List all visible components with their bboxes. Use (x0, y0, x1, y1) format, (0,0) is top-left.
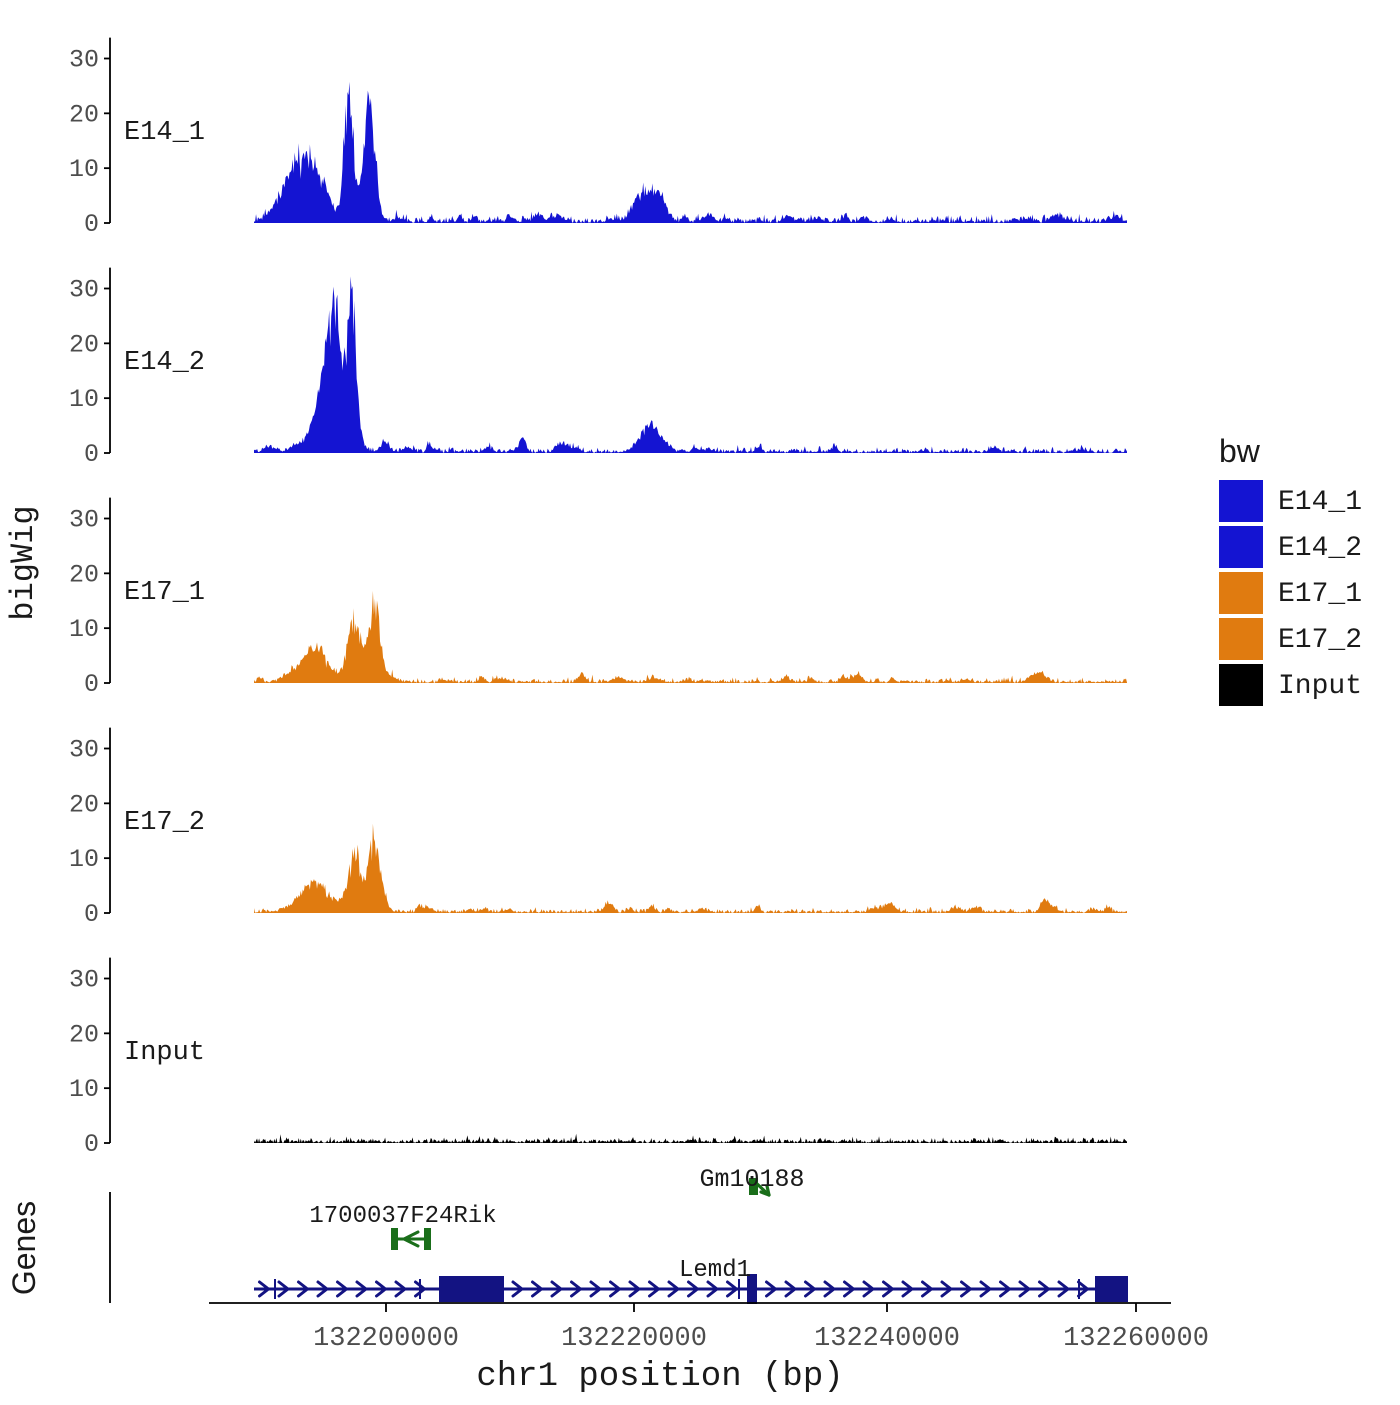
svg-text:E14_2: E14_2 (1278, 533, 1362, 564)
svg-text:E14_1: E14_1 (124, 118, 205, 148)
svg-text:0: 0 (84, 210, 99, 239)
svg-text:20: 20 (69, 1020, 99, 1049)
svg-text:E14_2: E14_2 (124, 348, 205, 378)
svg-text:bw: bw (1219, 433, 1261, 469)
svg-text:1700037F24Rik: 1700037F24Rik (309, 1203, 496, 1230)
svg-text:10: 10 (69, 385, 99, 414)
svg-text:E14_1: E14_1 (1278, 487, 1362, 518)
svg-text:0: 0 (84, 900, 99, 929)
svg-text:Genes: Genes (6, 1201, 42, 1295)
svg-text:E17_1: E17_1 (1278, 579, 1362, 610)
svg-text:10: 10 (69, 845, 99, 874)
svg-text:132200000: 132200000 (313, 1324, 459, 1354)
svg-text:Input: Input (1278, 671, 1362, 702)
svg-text:0: 0 (84, 1130, 99, 1159)
svg-text:30: 30 (69, 276, 99, 305)
svg-text:20: 20 (69, 100, 99, 129)
svg-text:30: 30 (69, 736, 99, 765)
svg-text:10: 10 (69, 1075, 99, 1104)
svg-text:30: 30 (69, 46, 99, 75)
svg-text:Input: Input (124, 1038, 205, 1068)
svg-text:E17_2: E17_2 (124, 808, 205, 838)
svg-text:0: 0 (84, 670, 99, 699)
svg-text:30: 30 (69, 506, 99, 535)
svg-text:20: 20 (69, 330, 99, 359)
svg-text:10: 10 (69, 155, 99, 184)
svg-text:30: 30 (69, 966, 99, 995)
svg-text:10: 10 (69, 615, 99, 644)
svg-text:Lemd1: Lemd1 (679, 1257, 751, 1284)
svg-text:132240000: 132240000 (814, 1324, 960, 1354)
svg-text:E17_2: E17_2 (1278, 625, 1362, 656)
svg-text:20: 20 (69, 790, 99, 819)
svg-text:132220000: 132220000 (561, 1324, 707, 1354)
svg-text:132260000: 132260000 (1063, 1324, 1209, 1354)
svg-text:0: 0 (84, 440, 99, 469)
svg-text:20: 20 (69, 560, 99, 589)
svg-text:chr1 position (bp): chr1 position (bp) (476, 1358, 843, 1396)
svg-text:Gm10188: Gm10188 (699, 1165, 804, 1194)
svg-text:E17_1: E17_1 (124, 578, 205, 608)
svg-text:bigWig: bigWig (5, 505, 42, 620)
